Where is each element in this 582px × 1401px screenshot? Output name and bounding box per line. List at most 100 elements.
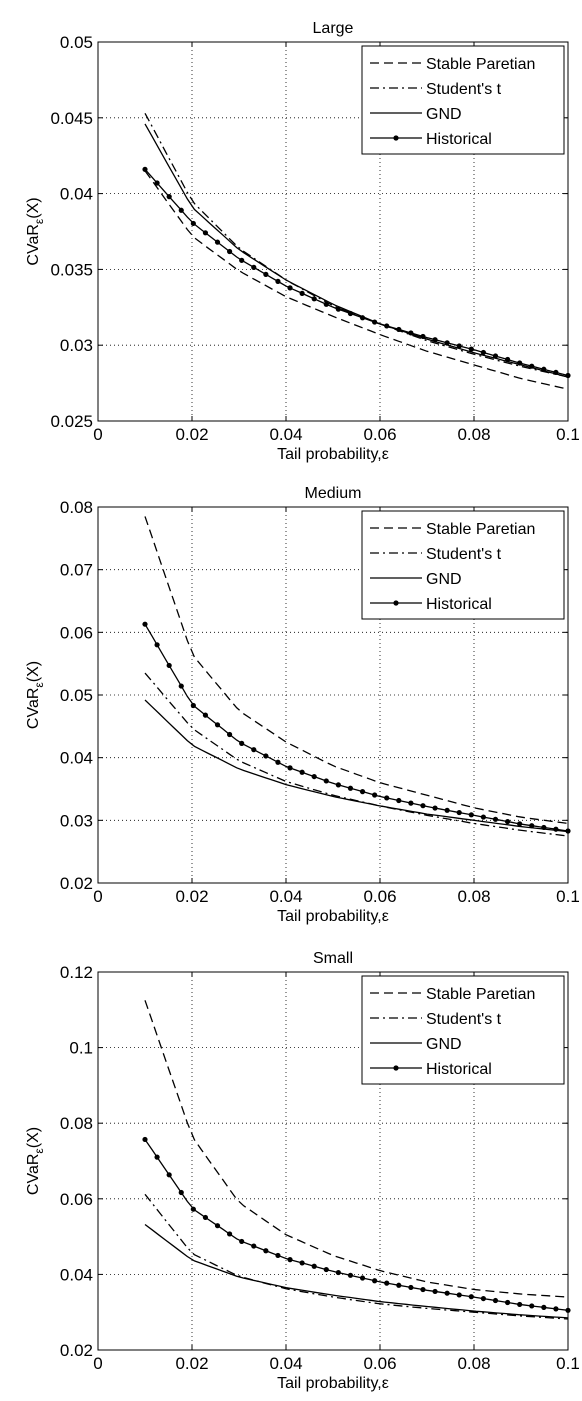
historical-point: [251, 264, 257, 270]
legend-marker: [393, 1065, 399, 1071]
y-tick-label: 0.05: [60, 33, 93, 52]
historical-point: [432, 337, 438, 343]
chart-panel-0: 0 0.02 0.04 0.06 0.08 0.1 0.025 0.03 0.035 0.04 0.…: [25, 20, 580, 463]
chart-panel-1: 0 0.02 0.04 0.06 0.08 0.10.020.030.040.050.06…: [25, 485, 580, 925]
y-tick-label: 0.04: [60, 185, 93, 204]
series-line-1: [144, 672, 569, 837]
historical-point: [384, 1280, 390, 1286]
x-tick-label: 0.08: [457, 1354, 490, 1373]
historical-point: [202, 230, 209, 236]
historical-point: [311, 1263, 317, 1269]
legend-entry: Historical: [426, 131, 492, 148]
historical-point: [214, 722, 221, 728]
legend-marker: [393, 600, 399, 606]
series-line-2: [144, 123, 569, 378]
y-tick-label: 0.025: [50, 412, 93, 431]
y-tick-label: 0.05: [60, 686, 93, 705]
historical-point: [396, 326, 402, 333]
y-tick-label: 0.035: [50, 260, 93, 279]
historical-point: [565, 1307, 571, 1313]
legend-marker: [393, 135, 399, 141]
x-tick-label: 0.08: [457, 887, 490, 906]
x-tick-label: 0.02: [175, 1354, 208, 1373]
historical-point: [468, 346, 474, 352]
historical-point: [142, 1136, 148, 1143]
historical-point: [517, 1301, 523, 1308]
historical-point: [335, 1269, 341, 1276]
historical-point: [299, 1260, 305, 1266]
y-tick-label: 0.045: [50, 109, 93, 128]
historical-point: [347, 1272, 354, 1278]
legend-entry: Stable Paretian: [426, 56, 535, 73]
historical-point: [408, 330, 414, 336]
x-tick-label: 0.04: [269, 425, 302, 444]
legend-entry: Stable Paretian: [426, 521, 535, 538]
chart-title: Small: [313, 950, 353, 967]
historical-point: [166, 194, 172, 200]
historical-point: [178, 207, 184, 213]
historical-point: [227, 248, 233, 255]
legend: Stable Paretian Student's t GND Historical: [361, 45, 565, 155]
historical-point: [166, 662, 172, 669]
historical-point: [541, 366, 547, 372]
historical-point: [190, 702, 196, 709]
historical-point: [142, 166, 148, 172]
series-line-0: [144, 516, 569, 825]
y-tick-label: 0.06: [60, 1190, 93, 1209]
x-tick-label: 0.04: [269, 1354, 302, 1373]
historical-point: [384, 323, 390, 329]
legend-entry: GND: [426, 106, 462, 123]
historical-point: [178, 1189, 184, 1196]
historical-point: [408, 1284, 414, 1291]
historical-point: [263, 271, 269, 277]
x-tick-label: 0: [93, 887, 102, 906]
y-axis-label: CVaRε(X): [25, 1127, 46, 1195]
x-tick-label: 0: [93, 1354, 102, 1373]
historical-point: [553, 1306, 559, 1312]
historical-point: [190, 220, 196, 227]
y-tick-label: 0.02: [60, 874, 93, 893]
historical-point: [372, 792, 378, 798]
legend-entry: Student's t: [426, 81, 502, 98]
historical-point: [335, 306, 341, 312]
historical-point: [202, 712, 209, 718]
historical-point: [239, 740, 245, 746]
historical-point: [359, 1275, 366, 1281]
x-axis-label: Tail probability,ε: [277, 908, 389, 925]
x-tick-label: 0.08: [457, 425, 490, 444]
historical-point: [287, 285, 293, 291]
historical-point: [517, 821, 523, 827]
legend-entry: Stable Paretian: [426, 986, 535, 1003]
historical-point: [492, 816, 499, 822]
x-tick-label: 0.1: [556, 1354, 580, 1373]
legend-entry: Historical: [426, 596, 492, 613]
historical-point: [323, 778, 329, 784]
legend-entry: GND: [426, 1036, 462, 1053]
historical-point: [444, 807, 450, 813]
historical-point: [372, 319, 378, 325]
y-tick-label: 0.12: [60, 963, 93, 982]
historical-point: [311, 296, 317, 302]
historical-point: [480, 1295, 486, 1302]
historical-point: [275, 1252, 281, 1259]
historical-point: [275, 278, 281, 284]
historical-point: [323, 301, 329, 307]
historical-point: [565, 372, 571, 379]
x-tick-label: 0.06: [363, 1354, 396, 1373]
y-tick-label: 0.08: [60, 498, 93, 517]
y-tick-label: 0.04: [60, 1265, 93, 1284]
series-line-0: [144, 1000, 569, 1298]
historical-point: [299, 769, 305, 775]
chart-title: Large: [313, 20, 354, 37]
y-tick-label: 0.1: [69, 1039, 93, 1058]
historical-point: [565, 828, 571, 834]
historical-point: [214, 239, 221, 245]
historical-point: [154, 180, 160, 186]
plot-frame: [97, 971, 569, 1351]
y-tick-label: 0.08: [60, 1114, 93, 1133]
x-axis-label: Tail probability,ε: [277, 446, 389, 463]
historical-point: [529, 823, 535, 829]
historical-point: [154, 1154, 160, 1160]
x-tick-label: 0.02: [175, 887, 208, 906]
